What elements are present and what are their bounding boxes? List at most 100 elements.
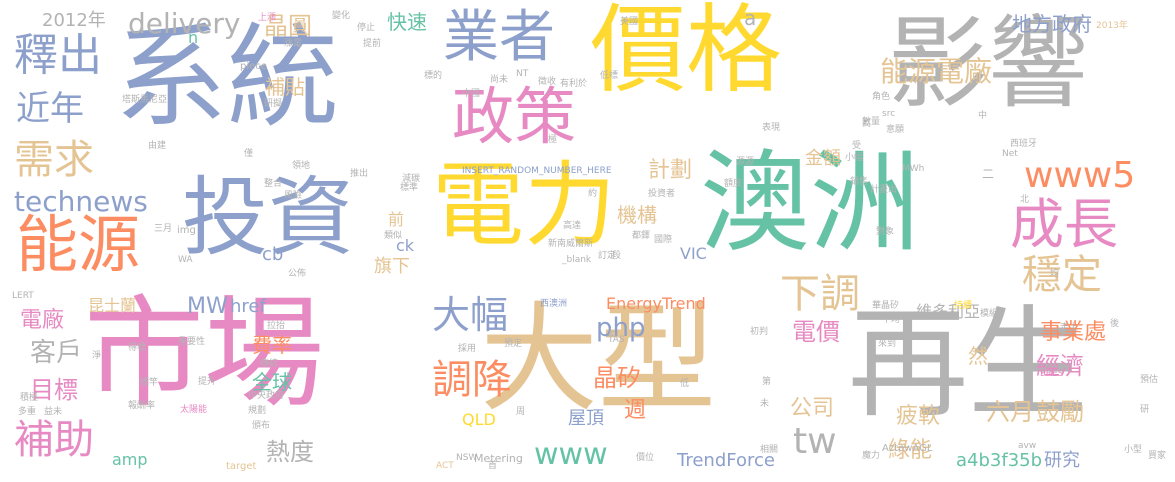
word-energytrend: EnergyTrend bbox=[606, 294, 706, 313]
word-kunshilan: 昆士蘭 bbox=[88, 296, 137, 315]
word-lert: LERT bbox=[12, 291, 34, 301]
word-jihuachu: 計畫出 bbox=[870, 185, 898, 195]
word-shuliang: 數量 bbox=[862, 117, 881, 127]
word-yuanyuan: 源源 bbox=[736, 157, 755, 167]
word-zhongyaoxing: 重要性 bbox=[178, 337, 206, 347]
word-gao: 高 bbox=[862, 119, 872, 129]
word-ji: 極 bbox=[548, 135, 558, 145]
word-wa: WA bbox=[178, 255, 193, 265]
word-pingjun: 平均 bbox=[882, 315, 901, 325]
word-dibiao: 低標 bbox=[600, 71, 619, 81]
word-laidao: 來到 bbox=[878, 339, 897, 349]
word-chupan: 初判 bbox=[750, 327, 769, 337]
word-jiantan: 減碳 bbox=[402, 174, 421, 184]
word-shou2: 受 bbox=[852, 141, 862, 151]
word-jingyuan: 晶圓 bbox=[264, 12, 312, 40]
word-jiji: 積極 bbox=[20, 393, 39, 403]
word-jin: 僅 bbox=[244, 149, 254, 159]
word-xuqiu: 需求 bbox=[14, 137, 94, 183]
word-jinnian: 近年 bbox=[16, 89, 84, 129]
word-banbu: 頒布 bbox=[252, 421, 271, 431]
word-jingji: 經濟 bbox=[1036, 352, 1084, 380]
word-shichu: 釋出 bbox=[14, 30, 102, 81]
word-tasimaniya: 塔斯馬尼亞 bbox=[122, 95, 168, 105]
word-feilv: 費率 bbox=[252, 333, 292, 357]
word-zhengce: 政策 bbox=[452, 80, 577, 153]
word-dianli: 電力 bbox=[432, 152, 617, 259]
word-jigou: 機構 bbox=[617, 203, 657, 227]
word-taiyangneng: 太陽能 bbox=[180, 405, 208, 415]
word-metering: Metering bbox=[474, 452, 523, 465]
word-zhou2: 周 bbox=[516, 407, 526, 417]
word-jiage: 價格 bbox=[590, 0, 782, 106]
word-ck: ck bbox=[396, 236, 415, 255]
word-piruan: 疲軟 bbox=[896, 404, 941, 429]
word-dizi: 第 bbox=[762, 377, 772, 387]
word-bianhua: 變化 bbox=[332, 11, 351, 21]
word-fengxian: 風險 bbox=[284, 191, 303, 201]
word-a4b3f35b: a4b3f35b bbox=[956, 450, 1043, 471]
word-hou: 後 bbox=[1110, 319, 1120, 329]
word-mubiao: 目標 bbox=[30, 376, 78, 404]
word-yuding: 預定 bbox=[504, 339, 523, 349]
word-xiaofu: 小幅 bbox=[845, 153, 864, 163]
word-er: 二 bbox=[982, 167, 995, 181]
word-gongbu: 公佈 bbox=[288, 269, 307, 279]
word-xiatiao: 下調 bbox=[780, 271, 860, 317]
word-quanqiu: 全球 bbox=[252, 370, 292, 394]
word-kehu: 客戶 bbox=[30, 338, 83, 368]
word-chuantong: 傳統 bbox=[260, 359, 279, 369]
word-gongsi: 公司 bbox=[790, 396, 835, 421]
word-delivery-top: delivery bbox=[128, 7, 241, 40]
word-zoushang: 走上 bbox=[1060, 323, 1079, 333]
word-shangwei: 尚未 bbox=[490, 75, 509, 85]
word-chixu: 持續 bbox=[954, 301, 973, 311]
word-meiguo: 美國 bbox=[620, 17, 639, 27]
word-yingxiang: 影響 bbox=[888, 5, 1088, 122]
word-qixia: 旗下 bbox=[374, 256, 410, 277]
word-2012: 2012年 bbox=[42, 10, 106, 31]
word-liuyue: 六月 bbox=[986, 398, 1034, 426]
word-leisi: 類似 bbox=[384, 231, 403, 241]
word-biaozhun: 標準 bbox=[400, 183, 419, 193]
word-shou: 首 bbox=[488, 461, 498, 471]
word-caiyong: 採用 bbox=[458, 344, 477, 354]
word-xitong: 系統 bbox=[115, 13, 339, 143]
word-wending: 穩定 bbox=[1022, 252, 1102, 298]
word-zhengshou: 徵收 bbox=[538, 77, 557, 87]
word-xiaozhou: 西澳洲 bbox=[540, 299, 568, 309]
word-weiduoliya: 維多利亞 bbox=[916, 302, 981, 321]
word-yiwei: 益未 bbox=[44, 407, 63, 417]
word-dafu: 大幅 bbox=[432, 293, 509, 337]
word-yiyuan: 意願 bbox=[886, 125, 905, 135]
word-buzhu: 補助 bbox=[14, 417, 94, 463]
word-bei: 北 bbox=[1020, 195, 1030, 205]
word-mw: MW bbox=[187, 294, 228, 319]
word-jine: 金額 bbox=[805, 148, 841, 169]
word-daxing: 大型 bbox=[480, 290, 717, 428]
word-chengzhang: 成長 bbox=[1010, 193, 1118, 256]
word-php: php bbox=[596, 313, 646, 343]
word-n: n bbox=[188, 28, 199, 47]
word-jihua: 計劃 bbox=[648, 158, 693, 183]
word-zhong: 中 bbox=[978, 111, 988, 121]
word-shichang: 市場 bbox=[84, 285, 324, 424]
word-vic: VIC bbox=[680, 244, 707, 263]
word-guihua: 規劃 bbox=[248, 406, 267, 416]
word-www5: www5 bbox=[1024, 155, 1136, 196]
word-jiaose: 角色 bbox=[872, 92, 891, 102]
word-butie: 補貼 bbox=[265, 75, 305, 99]
word-zhenghe: 整合 bbox=[264, 179, 283, 189]
word-xiaoxing: 小型 bbox=[1124, 445, 1143, 455]
word-lingdi: 領地 bbox=[292, 161, 311, 171]
word-zhongguo: 中國 bbox=[462, 89, 481, 99]
word-yanjiu: 研究 bbox=[1044, 450, 1080, 471]
word-trendforce: TrendForce bbox=[677, 450, 775, 471]
word-qian: 前 bbox=[388, 210, 405, 229]
word-duduo: 都鐸 bbox=[632, 231, 651, 241]
word-guli: 鼓勵 bbox=[1036, 398, 1084, 426]
word-target: target bbox=[226, 461, 257, 472]
word-actewagl: ActewAGL bbox=[882, 443, 933, 454]
word-mozu: 模組 bbox=[980, 309, 999, 319]
